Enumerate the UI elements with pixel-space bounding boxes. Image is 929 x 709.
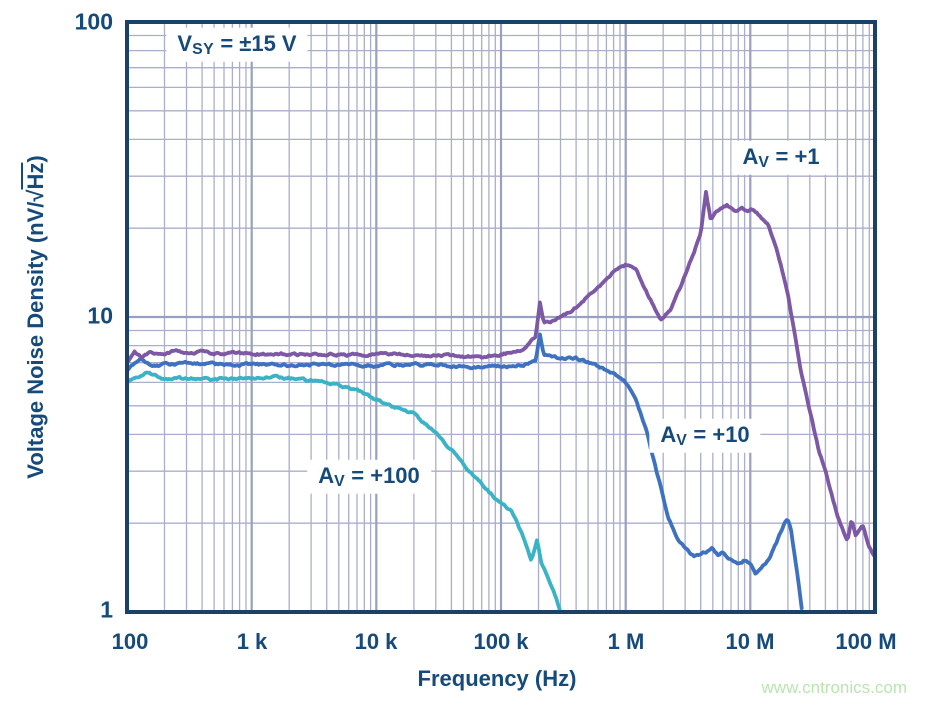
x-axis-title: Frequency (Hz)	[417, 666, 577, 691]
x-tick-10M: 10 M	[725, 629, 775, 654]
supply-voltage-annotation: VSY = ±15 V	[166, 27, 308, 63]
curve-av-+10	[127, 332, 804, 611]
curve-label-av10: AV = +10	[649, 418, 761, 454]
curve-label-av1: AV = +1	[731, 140, 831, 176]
x-tick-1M: 1 M	[607, 629, 645, 654]
x-tick-100: 100	[111, 629, 149, 654]
curve-av-+100	[127, 370, 563, 612]
y-tick-1: 1	[100, 596, 113, 623]
x-tick-100k: 100 k	[473, 629, 529, 654]
curve-av-+1	[127, 190, 875, 558]
x-tick-1k: 1 k	[236, 629, 268, 654]
x-tick-10k: 10 k	[354, 629, 398, 654]
watermark: www.cntronics.com	[761, 678, 907, 697]
y-tick-10: 10	[87, 302, 113, 329]
plot-border	[125, 20, 877, 614]
y-tick-100: 100	[74, 8, 113, 35]
curve-label-av100: AV = +100	[307, 459, 431, 495]
x-tick-100M: 100 M	[835, 629, 897, 654]
y-axis-title: Voltage Noise Density (nV/√Hz)	[23, 155, 48, 479]
